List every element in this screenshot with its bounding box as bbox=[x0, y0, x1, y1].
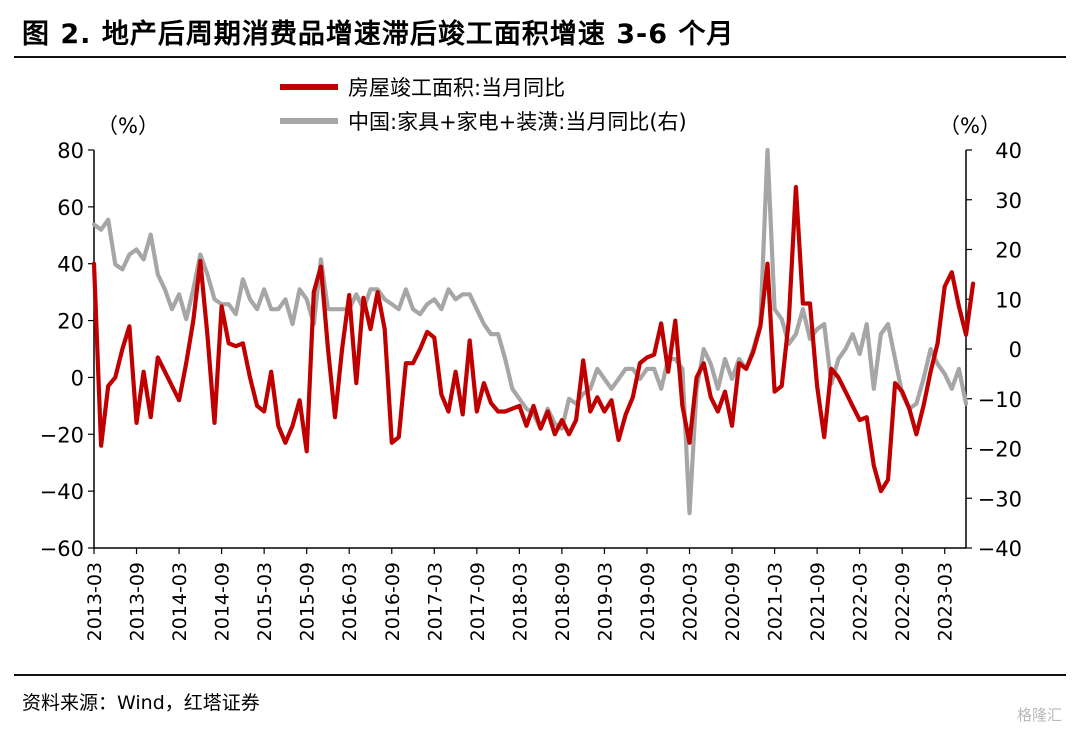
x-tick-label: 2017-09 bbox=[467, 562, 489, 641]
x-tick-label: 2016-03 bbox=[339, 562, 361, 641]
x-tick-label: 2014-09 bbox=[212, 562, 234, 641]
x-tick-label: 2013-03 bbox=[84, 562, 106, 641]
right-unit-label: （%） bbox=[939, 114, 1001, 138]
x-tick-label: 2022-03 bbox=[850, 562, 872, 641]
y-right-tick-label: −30 bbox=[978, 487, 1022, 511]
y-left-tick-label: 60 bbox=[57, 196, 84, 220]
x-tick-label: 2020-03 bbox=[680, 562, 702, 641]
bottom-rule bbox=[14, 674, 1066, 676]
x-tick-label: 2017-03 bbox=[424, 562, 446, 641]
y-right-tick-label: −10 bbox=[978, 388, 1022, 412]
y-right-tick-label: 20 bbox=[995, 239, 1022, 263]
watermark: 格隆汇 bbox=[1016, 706, 1062, 724]
x-tick-label: 2020-09 bbox=[722, 562, 744, 641]
y-right-tick-label: −20 bbox=[978, 438, 1022, 462]
y-right-tick-label: −40 bbox=[978, 537, 1022, 561]
x-tick-label: 2018-09 bbox=[552, 562, 574, 641]
x-tick-label: 2022-09 bbox=[892, 562, 914, 641]
y-left-tick-label: −60 bbox=[40, 537, 84, 561]
y-right-tick-label: 40 bbox=[995, 139, 1022, 163]
y-right-tick-label: 10 bbox=[995, 288, 1022, 312]
x-tick-label: 2014-03 bbox=[169, 562, 191, 641]
x-tick-label: 2013-09 bbox=[127, 562, 149, 641]
x-tick-label: 2019-09 bbox=[637, 562, 659, 641]
y-right-tick-label: 0 bbox=[1009, 338, 1022, 362]
x-tick-label: 2015-03 bbox=[254, 562, 276, 641]
axes-group: （%） （%） 80 60 40 20 0 −20 −40 −60 40 30 20 10 0 −10 −20 −… bbox=[40, 114, 1022, 641]
series-lines bbox=[91, 147, 976, 516]
left-unit-label: （%） bbox=[97, 114, 159, 138]
series-line-completed-area bbox=[91, 184, 976, 494]
y-left-tick-label: 40 bbox=[57, 253, 84, 277]
legend-label-0: 房屋竣工面积:当月同比 bbox=[348, 76, 565, 100]
source-note: 资料来源：Wind，红塔证券 bbox=[22, 692, 260, 714]
x-tick-label: 2019-03 bbox=[594, 562, 616, 641]
y-left-tick-label: 0 bbox=[71, 366, 84, 390]
x-tick-label: 2015-09 bbox=[297, 562, 319, 641]
figure-title: 图 2. 地产后周期消费品增速滞后竣工面积增速 3-6 个月 bbox=[22, 19, 735, 50]
y-left-tick-label: −20 bbox=[40, 423, 84, 447]
x-tick-label: 2021-09 bbox=[807, 562, 829, 641]
y-right-tick-label: 30 bbox=[995, 189, 1022, 213]
x-tick-label: 2023-03 bbox=[935, 562, 957, 641]
x-tick-label: 2016-09 bbox=[382, 562, 404, 641]
y-left-tick-label: 80 bbox=[57, 139, 84, 163]
legend-label-1: 中国:家具+家电+装潢:当月同比(右) bbox=[348, 110, 687, 134]
y-left-tick-label: −40 bbox=[40, 480, 84, 504]
top-rule bbox=[14, 56, 1066, 58]
y-left-tick-label: 20 bbox=[57, 310, 84, 334]
x-tick-label: 2018-03 bbox=[509, 562, 531, 641]
x-tick-label: 2021-03 bbox=[765, 562, 787, 641]
